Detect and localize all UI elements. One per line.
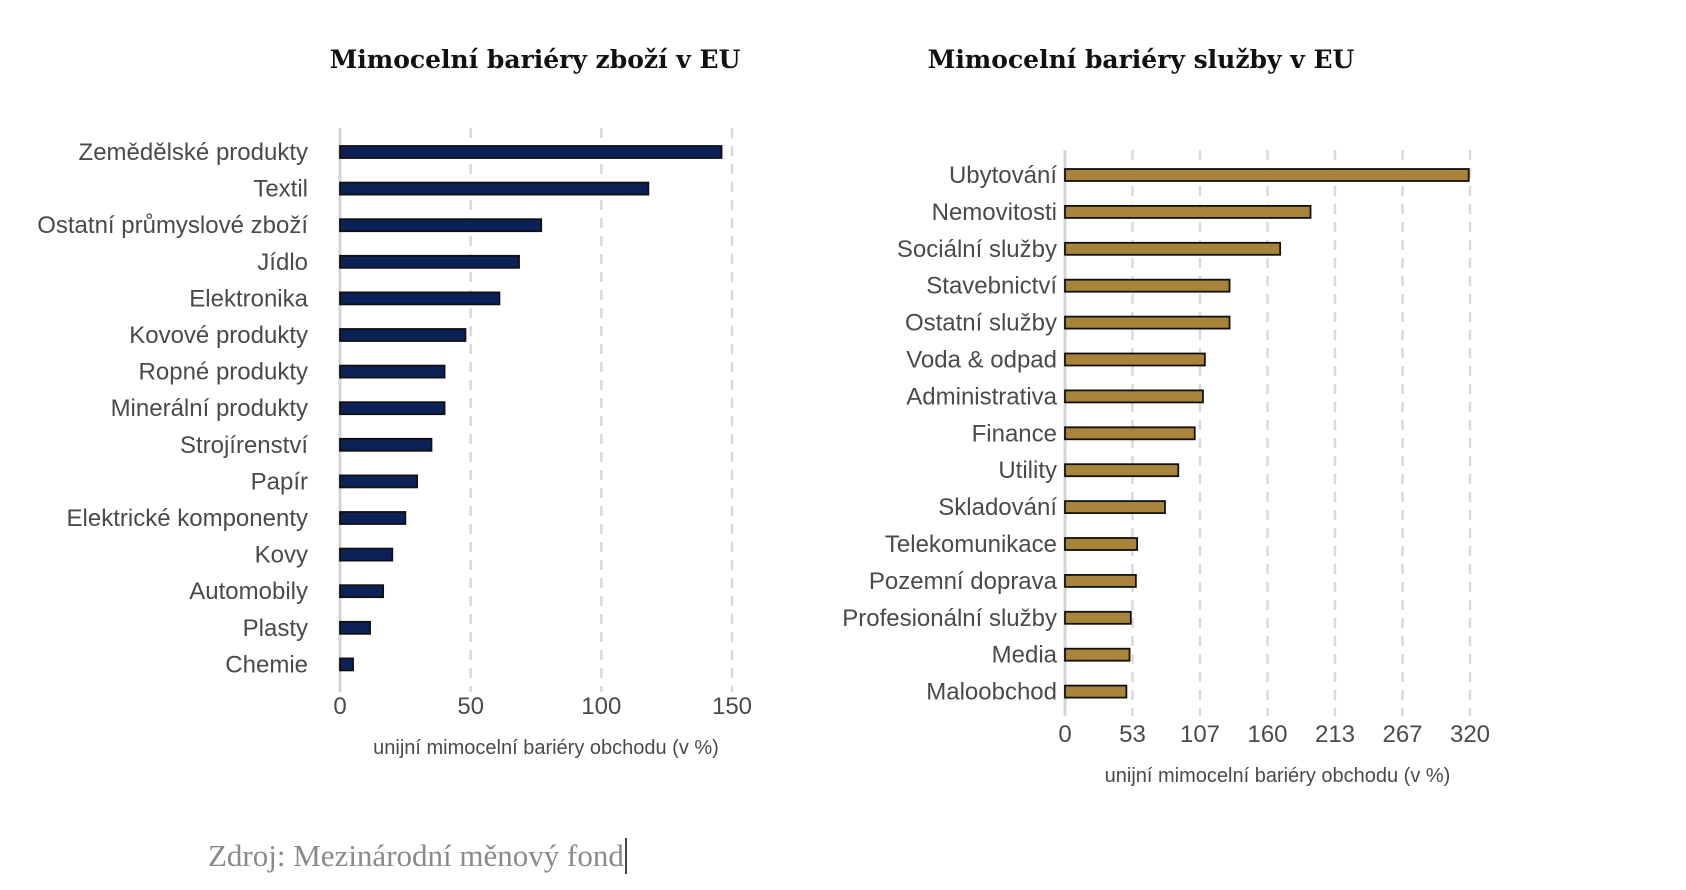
category-label: Telekomunikace: [885, 531, 1057, 558]
category-label: Utility: [998, 457, 1057, 484]
x-tick-label: 160: [1247, 721, 1287, 748]
x-tick-label: 0: [333, 693, 346, 720]
x-tick-label: 100: [581, 693, 621, 720]
bar: [1064, 463, 1180, 478]
chart-title: Mimocelní bariéry služby v EU: [928, 45, 1355, 74]
bar: [1064, 610, 1132, 625]
category-label: Media: [992, 642, 1058, 669]
category-label: Maloobchod: [926, 679, 1057, 706]
category-label: Skladování: [938, 494, 1057, 521]
chart-title: Mimocelní bariéry zboží v EU: [330, 45, 741, 74]
bar: [339, 401, 446, 416]
category-label: Pozemní doprava: [869, 568, 1058, 595]
x-tick-label: 0: [1058, 721, 1071, 748]
x-tick-label: 50: [457, 693, 484, 720]
bar: [1064, 647, 1131, 662]
category-label: Textil: [253, 176, 308, 203]
category-label: Elektrické komponenty: [67, 505, 308, 532]
category-label: Minerální produkty: [111, 395, 308, 422]
category-label: Profesionální služby: [842, 605, 1057, 632]
bar: [339, 328, 467, 342]
category-label: Ropné produkty: [139, 359, 308, 386]
category-label: Ostatní služby: [905, 310, 1057, 337]
category-label: Automobily: [189, 578, 308, 605]
category-label: Ubytování: [949, 162, 1057, 189]
bar: [1064, 574, 1137, 588]
category-label: Nemovitosti: [932, 199, 1057, 226]
bar: [339, 291, 501, 306]
bar: [339, 620, 371, 635]
bar: [1064, 204, 1312, 219]
source-note: Zdroj: Mezinárodní měnový fond: [208, 838, 627, 874]
category-label: Plasty: [243, 615, 308, 642]
bar: [1064, 537, 1139, 551]
x-axis-title: unijní mimocelní bariéry obchodu (v %): [1105, 765, 1451, 787]
bar: [339, 218, 543, 233]
category-label: Papír: [251, 468, 308, 495]
bar: [1064, 315, 1231, 330]
x-tick-label: 213: [1315, 721, 1355, 748]
bar: [1064, 684, 1128, 699]
x-tick-label: 267: [1382, 721, 1422, 748]
category-label: Administrativa: [906, 383, 1057, 410]
bar: [1064, 241, 1282, 256]
x-tick-label: 320: [1450, 721, 1490, 748]
bar: [339, 584, 385, 599]
bar: [339, 547, 394, 562]
bar: [339, 474, 418, 489]
category-label: Chemie: [225, 651, 308, 678]
x-tick-label: 53: [1119, 721, 1146, 748]
bar: [1064, 278, 1231, 293]
category-label: Voda & odpad: [906, 347, 1057, 374]
bar: [339, 437, 433, 452]
bar: [339, 364, 446, 379]
category-label: Sociální služby: [897, 236, 1057, 263]
category-label: Finance: [972, 420, 1057, 447]
bar: [1064, 389, 1204, 404]
bar: [339, 145, 723, 159]
category-label: Stavebnictví: [926, 273, 1057, 300]
bar: [339, 511, 407, 525]
category-label: Kovové produkty: [129, 322, 308, 349]
x-tick-label: 107: [1180, 721, 1220, 748]
bar: [1064, 352, 1206, 367]
bar: [1064, 426, 1196, 441]
category-label: Elektronika: [189, 285, 308, 312]
category-label: Kovy: [255, 542, 308, 569]
category-label: Strojírenství: [180, 432, 308, 459]
category-label: Ostatní průmyslové zboží: [37, 212, 308, 239]
bar: [1064, 168, 1470, 182]
bar: [339, 181, 650, 196]
category-label: Zemědělské produkty: [79, 139, 308, 166]
x-tick-label: 150: [712, 693, 752, 720]
x-axis-title: unijní mimocelní bariéry obchodu (v %): [373, 737, 719, 759]
bar: [339, 657, 354, 672]
bar: [339, 254, 520, 269]
category-label: Jídlo: [257, 249, 308, 276]
bar: [1064, 500, 1166, 515]
